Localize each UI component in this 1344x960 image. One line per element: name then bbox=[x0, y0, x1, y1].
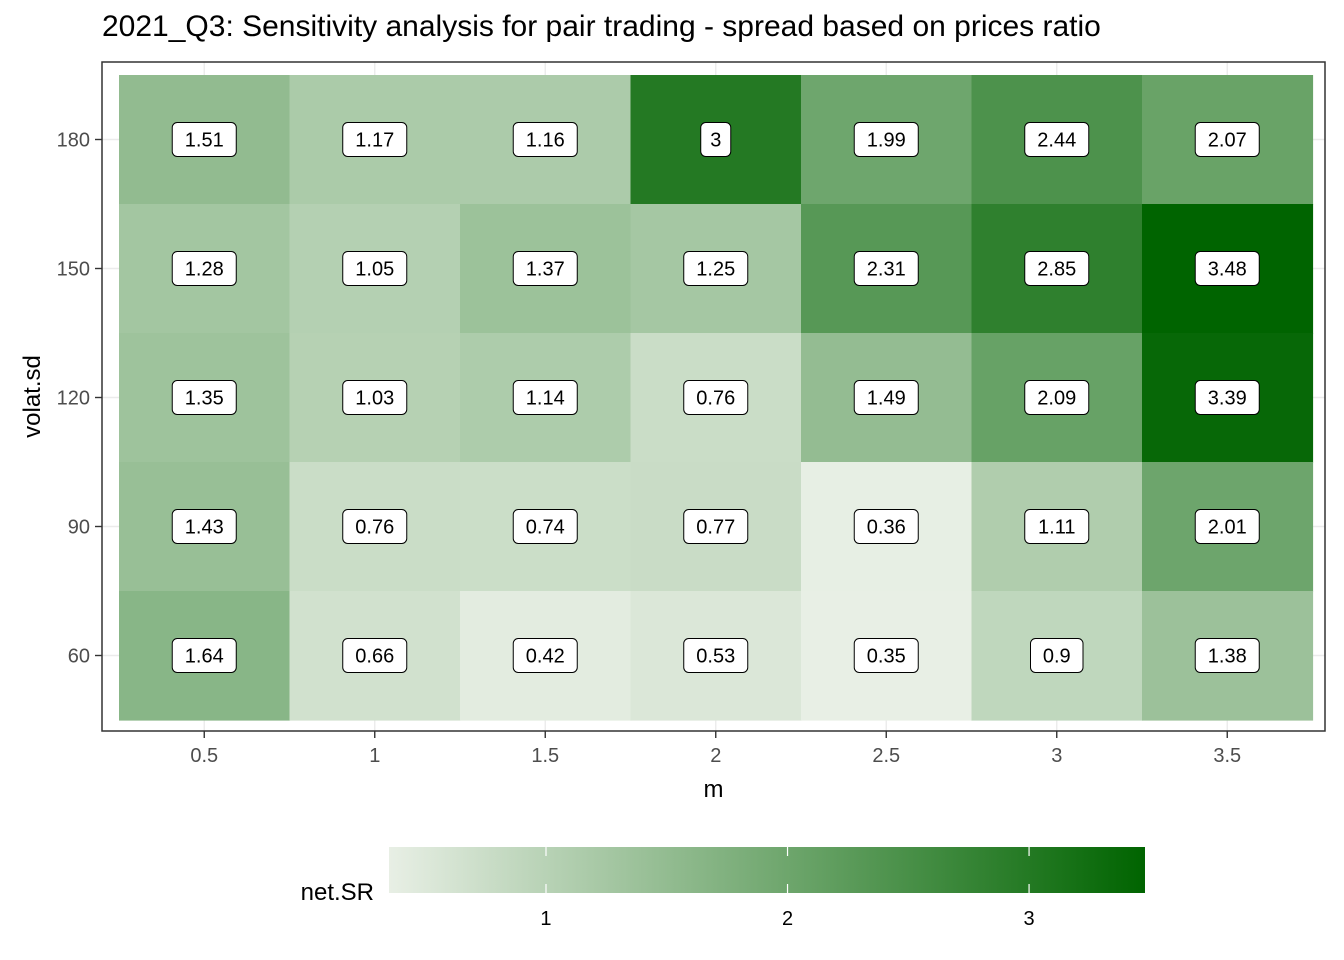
cell-label-box bbox=[512, 509, 578, 544]
cell-value-label: 0.76 bbox=[355, 517, 394, 539]
cell-label-box bbox=[853, 638, 919, 673]
cell-labels: 1.51 1.17 1.16 3 1.99 2.44 2.07 1.28 1.05 1.37 1.2… bbox=[171, 122, 1260, 673]
cell-label-box bbox=[342, 509, 408, 544]
cell-value-label: 2.44 bbox=[1037, 130, 1076, 152]
cell-value-label: 1.49 bbox=[867, 388, 906, 410]
cell-value-label: 1.03 bbox=[355, 388, 394, 410]
cell-label-box bbox=[342, 380, 408, 415]
legend: net.SR 1 2 3 bbox=[301, 847, 1145, 930]
cell-value-label: 2.31 bbox=[867, 259, 906, 281]
x-tick-label: 1 bbox=[369, 745, 380, 767]
cell-value-label: 2.07 bbox=[1208, 130, 1247, 152]
legend-tick-label: 1 bbox=[540, 908, 551, 930]
cell-label-box bbox=[1024, 380, 1090, 415]
cell-label-box bbox=[512, 638, 578, 673]
cell-value-label: 3.48 bbox=[1208, 259, 1247, 281]
cell-label-box bbox=[1024, 251, 1090, 286]
y-tick-label: 180 bbox=[57, 130, 90, 152]
cell-value-label: 1.05 bbox=[355, 259, 394, 281]
cell-label-box bbox=[853, 380, 919, 415]
cell-label-box bbox=[853, 251, 919, 286]
cell-value-label: 0.76 bbox=[696, 388, 735, 410]
x-tick-label: 0.5 bbox=[190, 745, 218, 767]
cell-value-label: 0.74 bbox=[526, 517, 565, 539]
cell-value-label: 0.42 bbox=[526, 646, 565, 668]
cell-value-label: 1.16 bbox=[526, 130, 565, 152]
cell-value-label: 0.36 bbox=[867, 517, 906, 539]
cell-label-box bbox=[1194, 251, 1260, 286]
cell-value-label: 1.37 bbox=[526, 259, 565, 281]
cell-label-box bbox=[1194, 380, 1260, 415]
y-tick-label: 90 bbox=[68, 517, 90, 539]
cell-value-label: 1.99 bbox=[867, 130, 906, 152]
cell-label-box bbox=[171, 638, 237, 673]
y-tick-label: 120 bbox=[57, 388, 90, 410]
x-tick-label: 2 bbox=[710, 745, 721, 767]
cell-label-box bbox=[1194, 122, 1260, 157]
cell-label-box bbox=[683, 638, 749, 673]
x-axis-title: m bbox=[704, 776, 724, 803]
x-tick-label: 2.5 bbox=[872, 745, 900, 767]
cell-value-label: 2.09 bbox=[1037, 388, 1076, 410]
cell-label-box bbox=[512, 380, 578, 415]
cell-value-label: 2.01 bbox=[1208, 517, 1247, 539]
cell-label-box bbox=[342, 251, 408, 286]
cell-label-box bbox=[1030, 638, 1084, 673]
cell-label-box bbox=[853, 509, 919, 544]
cell-label-box bbox=[1024, 122, 1090, 157]
cell-value-label: 0.9 bbox=[1043, 646, 1071, 668]
cell-label-box bbox=[512, 251, 578, 286]
cell-value-label: 1.11 bbox=[1038, 517, 1075, 539]
x-tick-label: 1.5 bbox=[531, 745, 559, 767]
cell-label-box bbox=[1194, 509, 1260, 544]
cell-label-box bbox=[853, 122, 919, 157]
cell-value-label: 0.66 bbox=[355, 646, 394, 668]
legend-title: net.SR bbox=[301, 879, 374, 906]
cell-label-box bbox=[512, 122, 578, 157]
cell-label-box bbox=[171, 509, 237, 544]
cell-value-label: 1.64 bbox=[185, 646, 224, 668]
cell-value-label: 1.14 bbox=[526, 388, 565, 410]
cell-value-label: 1.25 bbox=[696, 259, 735, 281]
cell-label-box bbox=[342, 122, 408, 157]
cell-label-box bbox=[700, 122, 732, 157]
cell-label-box bbox=[342, 638, 408, 673]
cell-value-label: 0.77 bbox=[696, 517, 735, 539]
cell-label-box bbox=[171, 122, 237, 157]
cell-label-box bbox=[171, 251, 237, 286]
axes: 0.5 1 1.5 2 2.5 3 3.5 180 150 120 90 60 m volat.sd bbox=[19, 130, 1241, 804]
cell-value-label: 1.28 bbox=[185, 259, 224, 281]
cell-value-label: 1.17 bbox=[355, 130, 394, 152]
cell-value-label: 0.35 bbox=[867, 646, 906, 668]
cell-value-label: 1.38 bbox=[1208, 646, 1247, 668]
heatmap-cells bbox=[119, 75, 1314, 721]
x-tick-label: 3 bbox=[1051, 745, 1062, 767]
x-tick-label: 3.5 bbox=[1213, 745, 1241, 767]
cell-value-label: 1.43 bbox=[185, 517, 224, 539]
legend-colorbar bbox=[389, 847, 1145, 893]
y-tick-label: 150 bbox=[57, 259, 90, 281]
cell-value-label: 1.35 bbox=[185, 388, 224, 410]
cell-label-box bbox=[683, 251, 749, 286]
panel-border bbox=[101, 61, 1326, 732]
cell-label-box bbox=[683, 509, 749, 544]
cell-value-label: 3 bbox=[710, 130, 721, 152]
cell-value-label: 3.39 bbox=[1208, 388, 1247, 410]
cell-value-label: 1.51 bbox=[185, 130, 224, 152]
cell-label-box bbox=[171, 380, 237, 415]
cell-value-label: 2.85 bbox=[1037, 259, 1076, 281]
cell-label-box bbox=[1194, 638, 1260, 673]
legend-tick-label: 2 bbox=[782, 908, 793, 930]
y-axis-title: volat.sd bbox=[19, 355, 46, 438]
y-tick-label: 60 bbox=[68, 646, 90, 668]
legend-tick-label: 3 bbox=[1024, 908, 1035, 930]
cell-label-box bbox=[1024, 509, 1090, 544]
cell-label-box bbox=[683, 380, 749, 415]
chart-title: 2021_Q3: Sensitivity analysis for pair t… bbox=[102, 10, 1101, 43]
cell-value-label: 0.53 bbox=[696, 646, 735, 668]
